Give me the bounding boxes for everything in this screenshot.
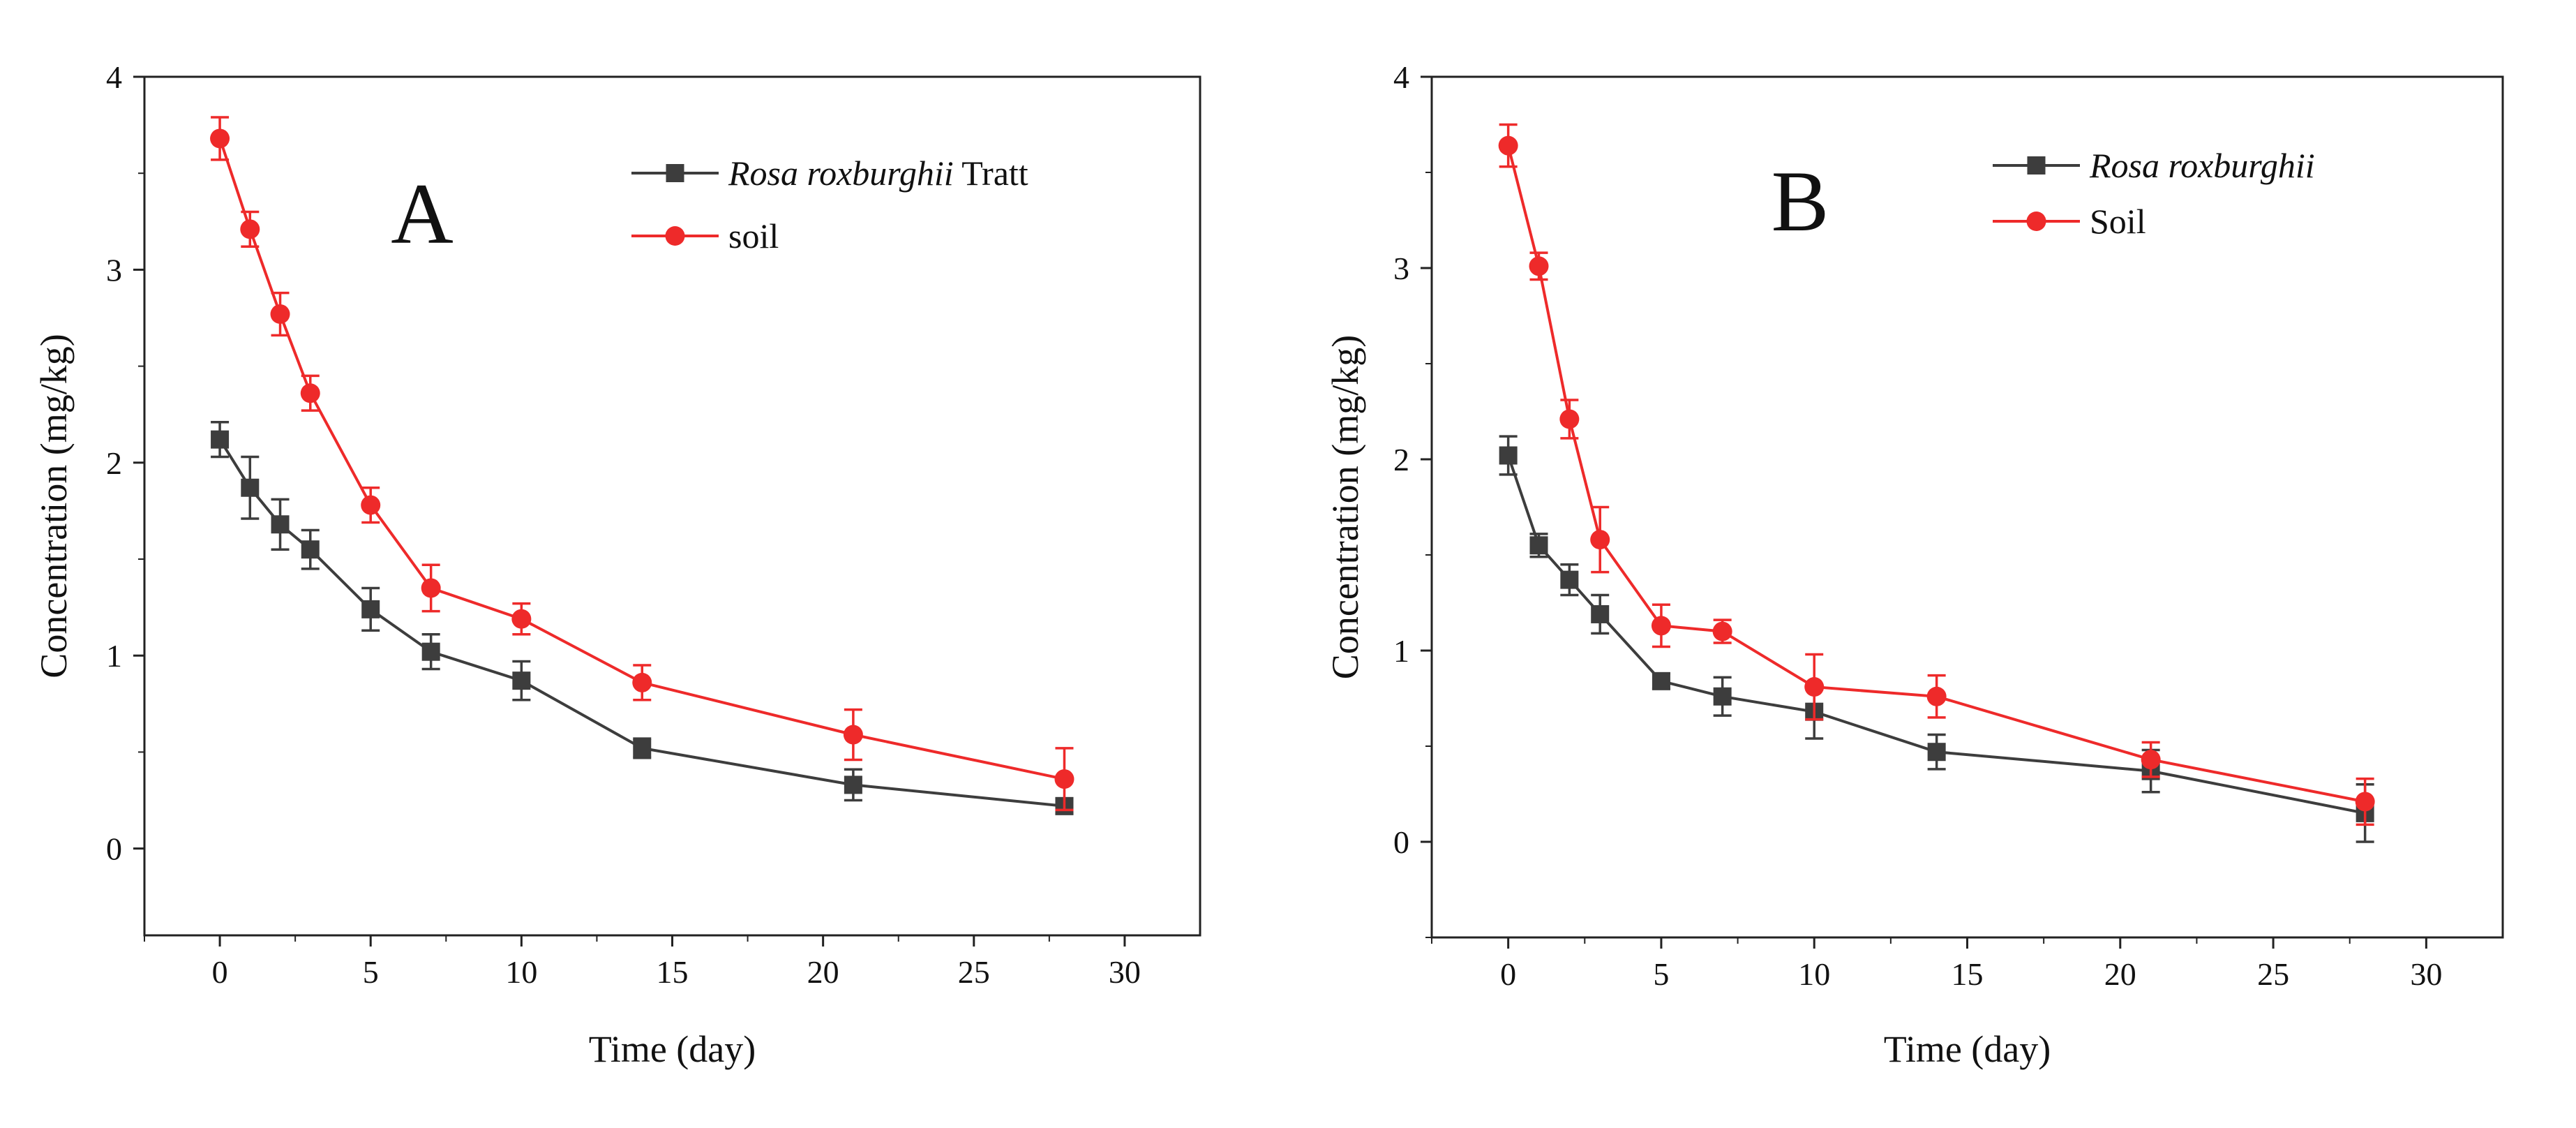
x-tick-label: 15 xyxy=(657,954,689,990)
legend-entry: Rosa roxburghii xyxy=(1993,146,2315,185)
data-point xyxy=(211,430,230,449)
data-point xyxy=(633,739,652,757)
x-tick-label: 30 xyxy=(2410,956,2442,992)
y-tick-label: 0 xyxy=(106,831,122,867)
data-point xyxy=(1559,409,1580,429)
data-point xyxy=(240,219,260,239)
x-tick-label: 20 xyxy=(2104,956,2136,992)
legend-entry: Rosa roxburghii Tratt xyxy=(631,154,1028,193)
legend-marker xyxy=(2026,212,2046,231)
data-point xyxy=(271,515,290,534)
panel-letter: B xyxy=(1772,154,1829,249)
chart-panel-b: 0 5 10 15 20 25 30 0 1 2 3 4 Time (day) Concentration… xyxy=(1324,59,2504,1070)
x-tick-label: 10 xyxy=(505,954,537,990)
series-line xyxy=(218,138,1065,781)
data-point xyxy=(1591,604,1610,623)
data-point xyxy=(511,609,532,629)
data-point xyxy=(1712,621,1732,641)
legend-entry: Soil xyxy=(1993,202,2146,241)
legend-entry: soil xyxy=(631,216,779,255)
data-point xyxy=(1499,446,1518,465)
legend-marker xyxy=(2027,156,2046,175)
legend-label: Rosa roxburghii Tratt xyxy=(728,154,1028,193)
legend-label-italic: Rosa roxburghii xyxy=(728,154,954,193)
series-soil xyxy=(210,116,1074,812)
data-point xyxy=(1926,686,1947,706)
x-axis-title: Time (day) xyxy=(589,1028,756,1070)
data-point xyxy=(301,540,320,559)
data-point xyxy=(421,642,440,661)
x-tick-label: 25 xyxy=(958,954,990,990)
y-tick-label: 2 xyxy=(106,445,122,481)
data-point xyxy=(2141,750,2161,770)
data-point xyxy=(1713,687,1732,706)
series-plant xyxy=(211,421,1074,815)
series-plant xyxy=(1499,435,2374,843)
y-tick-label: 0 xyxy=(1393,824,1409,860)
data-point xyxy=(361,600,380,618)
x-tick-label: 5 xyxy=(1653,956,1669,992)
y-tick-label: 3 xyxy=(106,252,122,288)
data-point xyxy=(1590,530,1610,550)
legend-label-suffix: Soil xyxy=(2090,202,2146,241)
chart-panel-a: 0 5 10 15 20 25 30 0 1 2 3 4 Time (day) Concentration… xyxy=(33,59,1201,1070)
y-tick-label: 4 xyxy=(106,59,122,95)
data-point xyxy=(1651,616,1671,636)
series-line xyxy=(1506,454,2365,815)
x-tick-label: 10 xyxy=(1798,956,1830,992)
y-tick-label: 1 xyxy=(106,638,122,674)
series-line xyxy=(1506,145,2365,803)
legend-label: Soil xyxy=(2090,202,2146,241)
x-tick-label: 0 xyxy=(1500,956,1516,992)
legend-label: Rosa roxburghii xyxy=(2089,146,2315,185)
x-tick-label: 25 xyxy=(2257,956,2289,992)
data-point xyxy=(2355,792,2375,812)
data-point xyxy=(1529,256,1549,276)
series-soil xyxy=(1498,123,2375,826)
data-point xyxy=(270,304,290,324)
x-tick-label: 20 xyxy=(807,954,839,990)
data-point xyxy=(1804,677,1825,697)
legend-label-italic: Rosa roxburghii xyxy=(2089,146,2315,185)
plot-frame xyxy=(143,75,1201,937)
legend-marker xyxy=(665,226,685,246)
data-point xyxy=(361,495,381,515)
data-point xyxy=(632,672,652,692)
legend-label: soil xyxy=(728,216,779,255)
y-tick-label: 2 xyxy=(1393,442,1409,477)
data-point xyxy=(210,128,230,149)
data-point xyxy=(300,383,320,403)
x-axis-title: Time (day) xyxy=(1884,1028,2051,1070)
legend-label-suffix: Tratt xyxy=(954,154,1028,193)
data-point xyxy=(843,725,863,745)
data-point xyxy=(1529,536,1548,555)
series-line xyxy=(218,438,1065,808)
data-point xyxy=(421,578,441,598)
y-tick-label: 4 xyxy=(1393,59,1409,95)
y-axis-title: Concentration (mg/kg) xyxy=(33,334,75,678)
y-tick-label: 1 xyxy=(1393,633,1409,669)
data-point xyxy=(1498,135,1518,156)
y-axis-title: Concentration (mg/kg) xyxy=(1324,335,1366,679)
data-point xyxy=(241,478,260,497)
data-point xyxy=(1560,570,1579,589)
panel-letter: A xyxy=(391,166,454,262)
x-tick-label: 5 xyxy=(363,954,379,990)
data-point xyxy=(1927,743,1946,762)
legend-marker xyxy=(666,164,684,182)
x-tick-label: 0 xyxy=(212,954,228,990)
data-point xyxy=(1054,769,1074,789)
y-tick-label: 3 xyxy=(1393,251,1409,286)
data-point xyxy=(1652,671,1670,690)
x-tick-label: 15 xyxy=(1952,956,1984,992)
data-point xyxy=(512,671,531,690)
legend-label-suffix: soil xyxy=(728,216,779,255)
x-tick-label: 30 xyxy=(1109,954,1141,990)
data-point xyxy=(844,776,862,794)
